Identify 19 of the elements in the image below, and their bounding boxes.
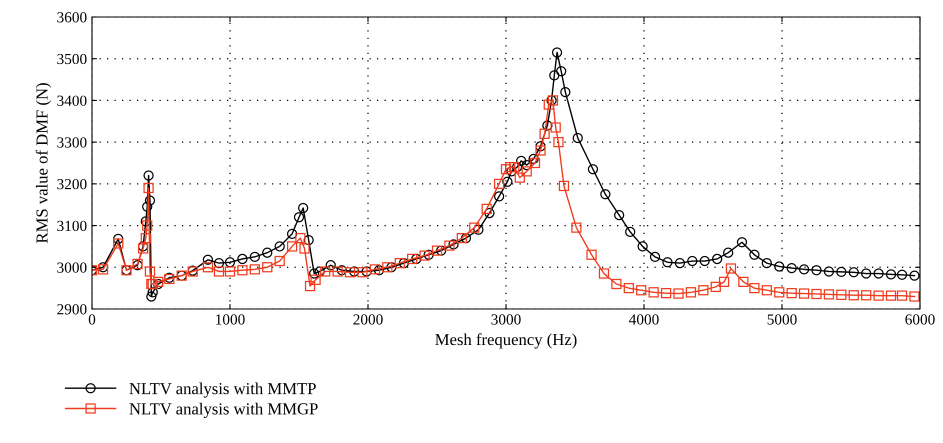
- x-tick-label: 5000: [768, 314, 797, 325]
- x-axis-title: Mesh frequency (Hz): [435, 333, 577, 349]
- x-tick-label: 3000: [491, 314, 521, 325]
- y-tick-label: 3500: [57, 54, 87, 64]
- legend-label: NLTV analysis with MMGP: [129, 402, 318, 418]
- y-tick-label: 3600: [57, 12, 87, 22]
- y-tick-label: 3400: [57, 96, 87, 106]
- x-tick-label: 0: [88, 314, 96, 325]
- x-tick-label: 1000: [216, 314, 245, 325]
- y-tick-label: 3000: [57, 262, 87, 273]
- y-axis-title: RMS value of DMF (N): [36, 83, 52, 244]
- y-tick-label: 3300: [57, 137, 87, 148]
- legend-label: NLTV analysis with MMTP: [129, 382, 316, 398]
- x-tick-label: 4000: [629, 314, 659, 325]
- x-tick-label: 2000: [353, 314, 383, 325]
- y-tick-label: 2900: [57, 304, 87, 314]
- y-tick-label: 3200: [57, 179, 87, 190]
- x-tick-label: 6000: [905, 314, 935, 325]
- y-tick-label: 3100: [57, 220, 87, 232]
